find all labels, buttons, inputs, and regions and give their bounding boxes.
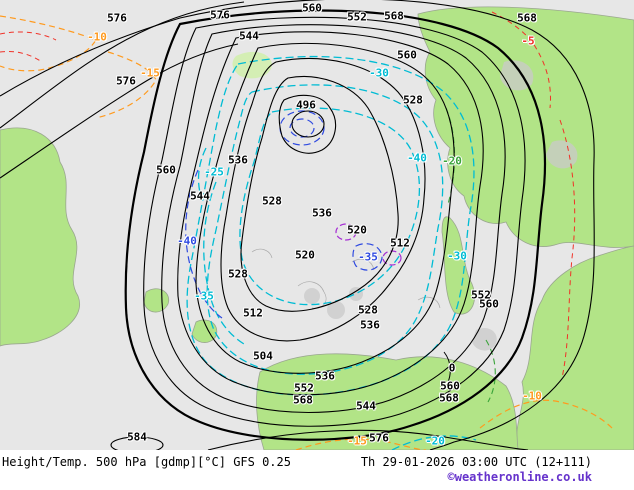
chart-title: Height/Temp. 500 hPa [gdmp][°C] GFS 0.25 — [2, 455, 291, 469]
caption-bar: Height/Temp. 500 hPa [gdmp][°C] GFS 0.25… — [0, 450, 634, 490]
chart-datetime: Th 29-01-2026 03:00 UTC (12+111) — [360, 455, 592, 469]
map-area: 560 576 576 552 568 568 544 -10 -5 560 -15 -30 576 49… — [0, 0, 634, 450]
land-layer — [0, 6, 634, 450]
copyright-link[interactable]: ©weatheronline.co.uk — [447, 470, 593, 484]
contour-map-svg — [0, 0, 634, 450]
caption-right-block: Th 29-01-2026 03:00 UTC (12+111) ©weathe… — [361, 455, 592, 485]
temperature-contours — [0, 11, 613, 450]
height-contours — [0, 0, 595, 450]
